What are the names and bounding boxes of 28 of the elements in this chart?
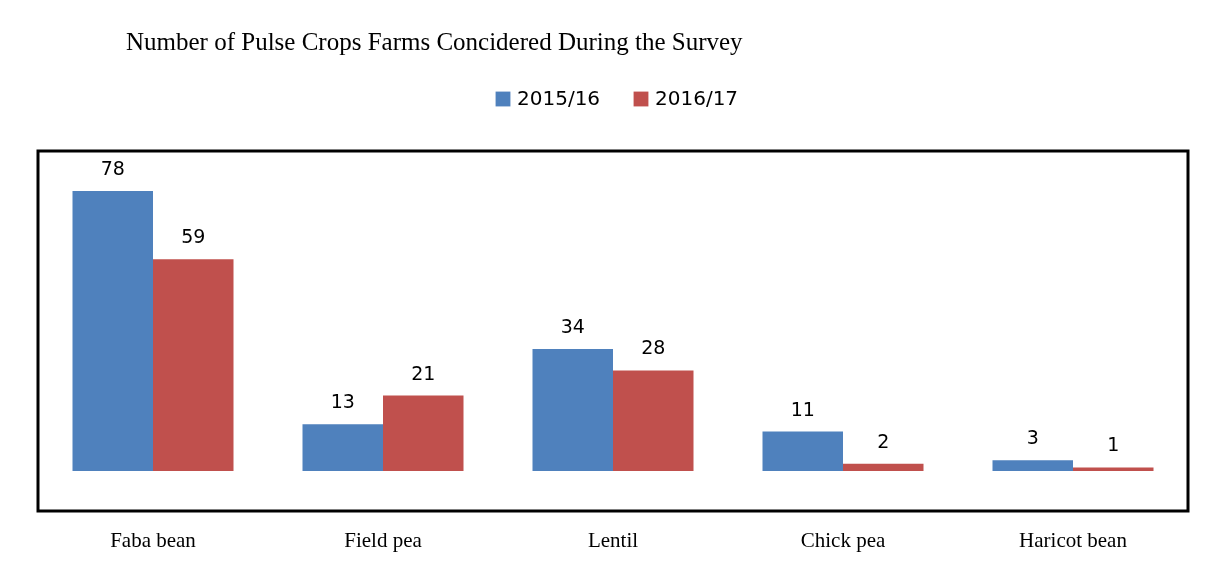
bar	[1073, 467, 1154, 471]
bar	[762, 431, 843, 471]
data-label: 34	[560, 314, 585, 337]
x-tick-label: Chick pea	[800, 527, 886, 552]
bar	[843, 463, 924, 471]
data-label: 3	[1026, 426, 1039, 449]
bar	[153, 259, 234, 471]
bar	[532, 348, 613, 471]
bar	[992, 460, 1073, 471]
data-label: 28	[641, 336, 666, 359]
data-label: 78	[100, 157, 125, 179]
x-tick-label: Faba bean	[110, 527, 197, 552]
x-tick-label: Field pea	[344, 527, 423, 552]
x-tick-label: Lentil	[587, 527, 639, 552]
data-label: 59	[181, 225, 206, 248]
data-label: 2	[877, 429, 890, 452]
chart-title: Number of Pulse Crops Farms Concidered During the Survey	[126, 28, 744, 55]
bar	[383, 395, 464, 471]
x-tick-label: Haricot bean	[1019, 527, 1128, 552]
data-label: 1	[1107, 433, 1120, 456]
data-label: 11	[790, 397, 815, 420]
data-label: 21	[411, 361, 436, 384]
bar	[302, 424, 383, 471]
legend-label: 2015/16	[517, 86, 601, 110]
bar	[613, 370, 694, 471]
data-label: 13	[330, 390, 355, 413]
bar	[72, 191, 153, 471]
legend-label: 2016/17	[655, 86, 739, 110]
